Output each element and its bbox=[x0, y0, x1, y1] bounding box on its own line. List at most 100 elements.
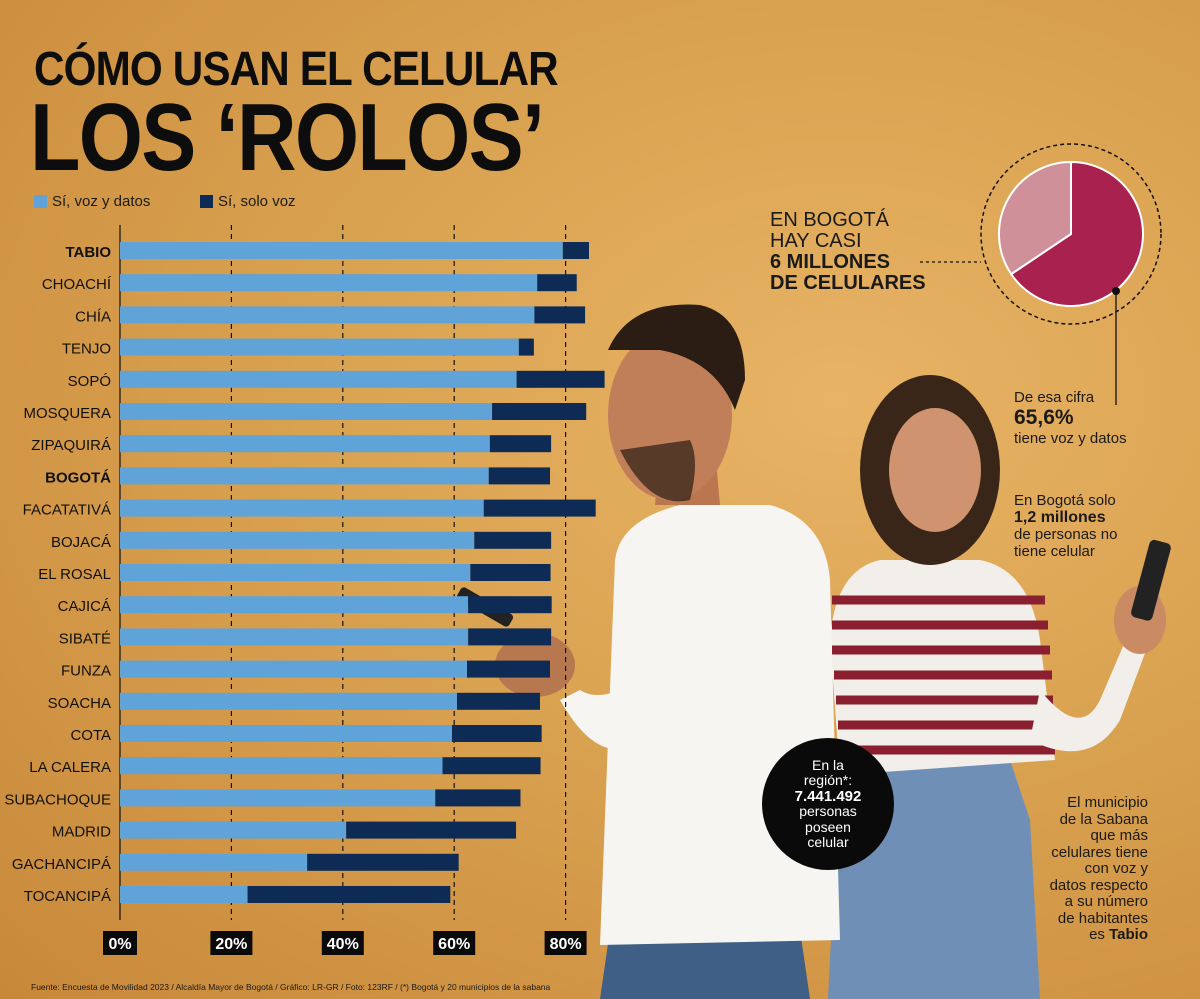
bar-voz-datos bbox=[120, 886, 248, 903]
sinc-num: 1,2 millones bbox=[1014, 509, 1106, 526]
bogota-line1: EN BOGOTÁ bbox=[770, 209, 889, 231]
bar-solo-voz bbox=[470, 564, 551, 581]
bar-voz-datos bbox=[120, 274, 538, 292]
bar-voz-datos bbox=[120, 435, 490, 453]
category-label: SUBACHOQUE bbox=[4, 791, 111, 808]
bar-solo-voz bbox=[346, 821, 517, 839]
bar-solo-voz bbox=[456, 692, 540, 710]
sinc-line1: En Bogotá solo bbox=[1014, 492, 1116, 509]
region-line3: personas bbox=[799, 803, 857, 819]
bar-solo-voz bbox=[492, 403, 587, 420]
tick-label: 20% bbox=[215, 936, 247, 953]
category-label: LA CALERA bbox=[29, 759, 111, 776]
bar-voz-datos bbox=[120, 242, 563, 259]
bar-solo-voz bbox=[518, 338, 534, 356]
bar-voz-datos bbox=[120, 370, 517, 388]
category-label: MOSQUERA bbox=[23, 405, 111, 422]
bar-solo-voz bbox=[516, 370, 605, 388]
category-label: TOCANCIPÁ bbox=[24, 888, 111, 905]
category-label: EL ROSAL bbox=[38, 566, 111, 583]
legend-swatch-voz-datos bbox=[34, 195, 47, 208]
bogota-line4: DE CELULARES bbox=[770, 272, 926, 294]
sinc-line2: de personas no bbox=[1014, 526, 1118, 543]
tick-box bbox=[321, 931, 364, 955]
legend-swatch-solo-voz bbox=[200, 195, 213, 208]
bar-solo-voz bbox=[483, 499, 596, 517]
bar-solo-voz bbox=[468, 628, 552, 646]
source-note: Fuente: Encuesta de Movilidad 2023 / Alc… bbox=[31, 982, 551, 992]
bar-voz-datos bbox=[120, 757, 443, 775]
tick-label: 80% bbox=[550, 936, 582, 953]
category-label: ZIPAQUIRÁ bbox=[31, 437, 111, 454]
category-label: TENJO bbox=[62, 341, 111, 358]
tabio-line5: con voz y bbox=[1084, 860, 1148, 877]
sinc-line3: tiene celular bbox=[1014, 543, 1095, 560]
bar-solo-voz bbox=[451, 725, 542, 742]
category-label: MADRID bbox=[52, 824, 111, 841]
tick-label: 40% bbox=[327, 936, 359, 953]
tick-box bbox=[433, 931, 476, 955]
bar-voz-datos bbox=[120, 660, 468, 678]
sin-celular-info: En Bogotá solo 1,2 millones de personas … bbox=[1014, 492, 1174, 560]
cifra-line2: tiene voz y datos bbox=[1014, 430, 1127, 447]
tick-label: 60% bbox=[438, 936, 470, 953]
tick-box bbox=[544, 931, 587, 955]
bar-voz-datos bbox=[120, 725, 452, 742]
legend-label-voz-datos: Sí, voz y datos bbox=[52, 193, 151, 210]
cifra-info: De esa cifra 65,6% tiene voz y datos bbox=[1014, 389, 1174, 447]
page-title: CÓMO USAN EL CELULAR bbox=[34, 43, 559, 96]
bar-voz-datos bbox=[120, 821, 347, 839]
bar-solo-voz bbox=[467, 660, 551, 678]
region-line1: En la bbox=[812, 756, 844, 773]
category-label: SOPÓ bbox=[68, 373, 111, 390]
region-badge: En la región*: 7.441.492 personas poseen… bbox=[762, 738, 894, 870]
bogota-info: EN BOGOTÁ HAY CASI 6 MILLONES DE CELULAR… bbox=[770, 210, 970, 294]
legend-solo-voz: Sí, solo voz bbox=[200, 193, 296, 210]
category-label: COTA bbox=[70, 727, 111, 744]
region-num: 7.441.492 bbox=[794, 787, 862, 805]
legend-label-solo-voz: Sí, solo voz bbox=[218, 193, 296, 210]
bar-voz-datos bbox=[120, 338, 519, 356]
bar-voz-datos bbox=[120, 692, 457, 710]
bar-voz-datos bbox=[120, 403, 493, 420]
category-label: FUNZA bbox=[61, 663, 111, 680]
pie-slice bbox=[1009, 160, 1145, 307]
bar-solo-voz bbox=[442, 757, 541, 775]
bar-solo-voz bbox=[468, 596, 552, 614]
category-label: CAJICÁ bbox=[58, 598, 111, 615]
category-label: BOGOTÁ bbox=[45, 469, 111, 486]
tabio-line6: datos respecto bbox=[1049, 876, 1148, 894]
pie-slice bbox=[998, 160, 1072, 276]
bar-solo-voz bbox=[247, 886, 451, 903]
tabio-line3: que más bbox=[1090, 827, 1148, 844]
tick-box bbox=[103, 931, 137, 955]
bar-solo-voz bbox=[307, 853, 459, 871]
tabio-line2: de la Sabana bbox=[1059, 810, 1148, 828]
bogota-line2: HAY CASI bbox=[770, 230, 862, 252]
category-label: CHOACHÍ bbox=[42, 276, 112, 293]
region-line5: celular bbox=[807, 834, 849, 850]
legend-voz-datos: Sí, voz y datos bbox=[34, 193, 150, 210]
bar-voz-datos bbox=[120, 499, 484, 517]
bar-solo-voz bbox=[489, 435, 552, 453]
bar-solo-voz bbox=[435, 789, 521, 807]
tick-label: 0% bbox=[108, 936, 131, 953]
category-label: TABIO bbox=[65, 244, 111, 261]
tabio-line9: es Tabio bbox=[1010, 926, 1148, 944]
tabio-line1: El municipio bbox=[1067, 794, 1148, 811]
tabio-line9-pre: es bbox=[1089, 926, 1110, 943]
page-title-main: LOS ‘ROLOS’ bbox=[30, 84, 545, 191]
bar-solo-voz bbox=[562, 242, 589, 259]
bogota-line3: 6 MILLONES bbox=[770, 251, 891, 273]
bar-voz-datos bbox=[120, 467, 489, 485]
bar-voz-datos bbox=[120, 789, 436, 807]
tick-box bbox=[210, 931, 253, 955]
tabio-line9-bold: Tabio bbox=[1109, 926, 1148, 943]
category-label: BOJACÁ bbox=[51, 534, 111, 551]
tabio-line8: de habitantes bbox=[1057, 909, 1148, 927]
category-label: GACHANCIPÁ bbox=[12, 856, 111, 873]
bar-voz-datos bbox=[120, 853, 308, 871]
tabio-line7: a su número bbox=[1064, 893, 1148, 910]
